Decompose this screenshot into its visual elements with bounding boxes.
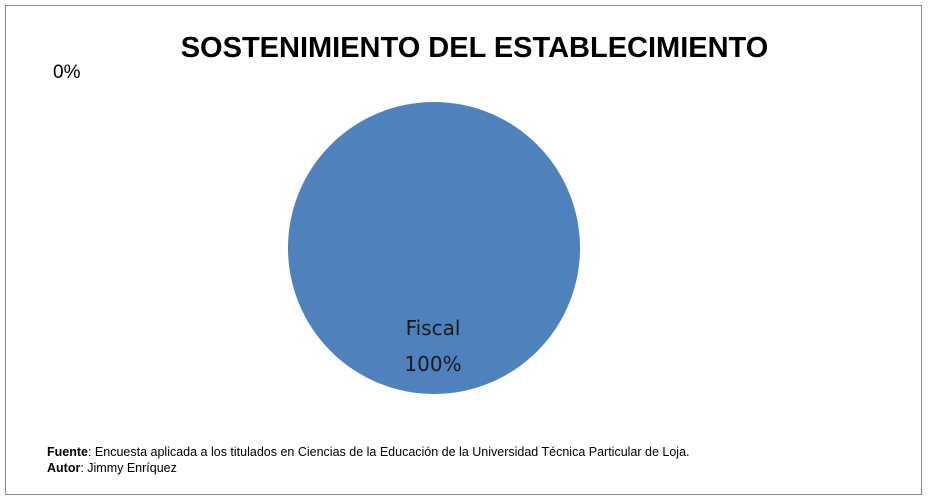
footer-author: Autor: Jimmy Enríquez [47, 461, 177, 475]
footer-source: Fuente: Encuesta aplicada a los titulado… [47, 445, 690, 459]
chart-title: SOSTENIMIENTO DEL ESTABLECIMIENTO [180, 32, 769, 64]
footer-author-text: : Jimmy Enríquez [80, 461, 177, 475]
pie-slice-fiscal [288, 102, 580, 394]
slice-label-fiscal-name: Fiscal [405, 316, 461, 340]
slice-label-zero: 0% [53, 62, 81, 83]
footer-source-label: Fuente [47, 445, 88, 459]
footer-source-text: : Encuesta aplicada a los titulados en C… [87, 445, 690, 459]
footer-author-label: Autor [47, 461, 81, 475]
slice-label-fiscal-value: 100% [404, 352, 462, 376]
